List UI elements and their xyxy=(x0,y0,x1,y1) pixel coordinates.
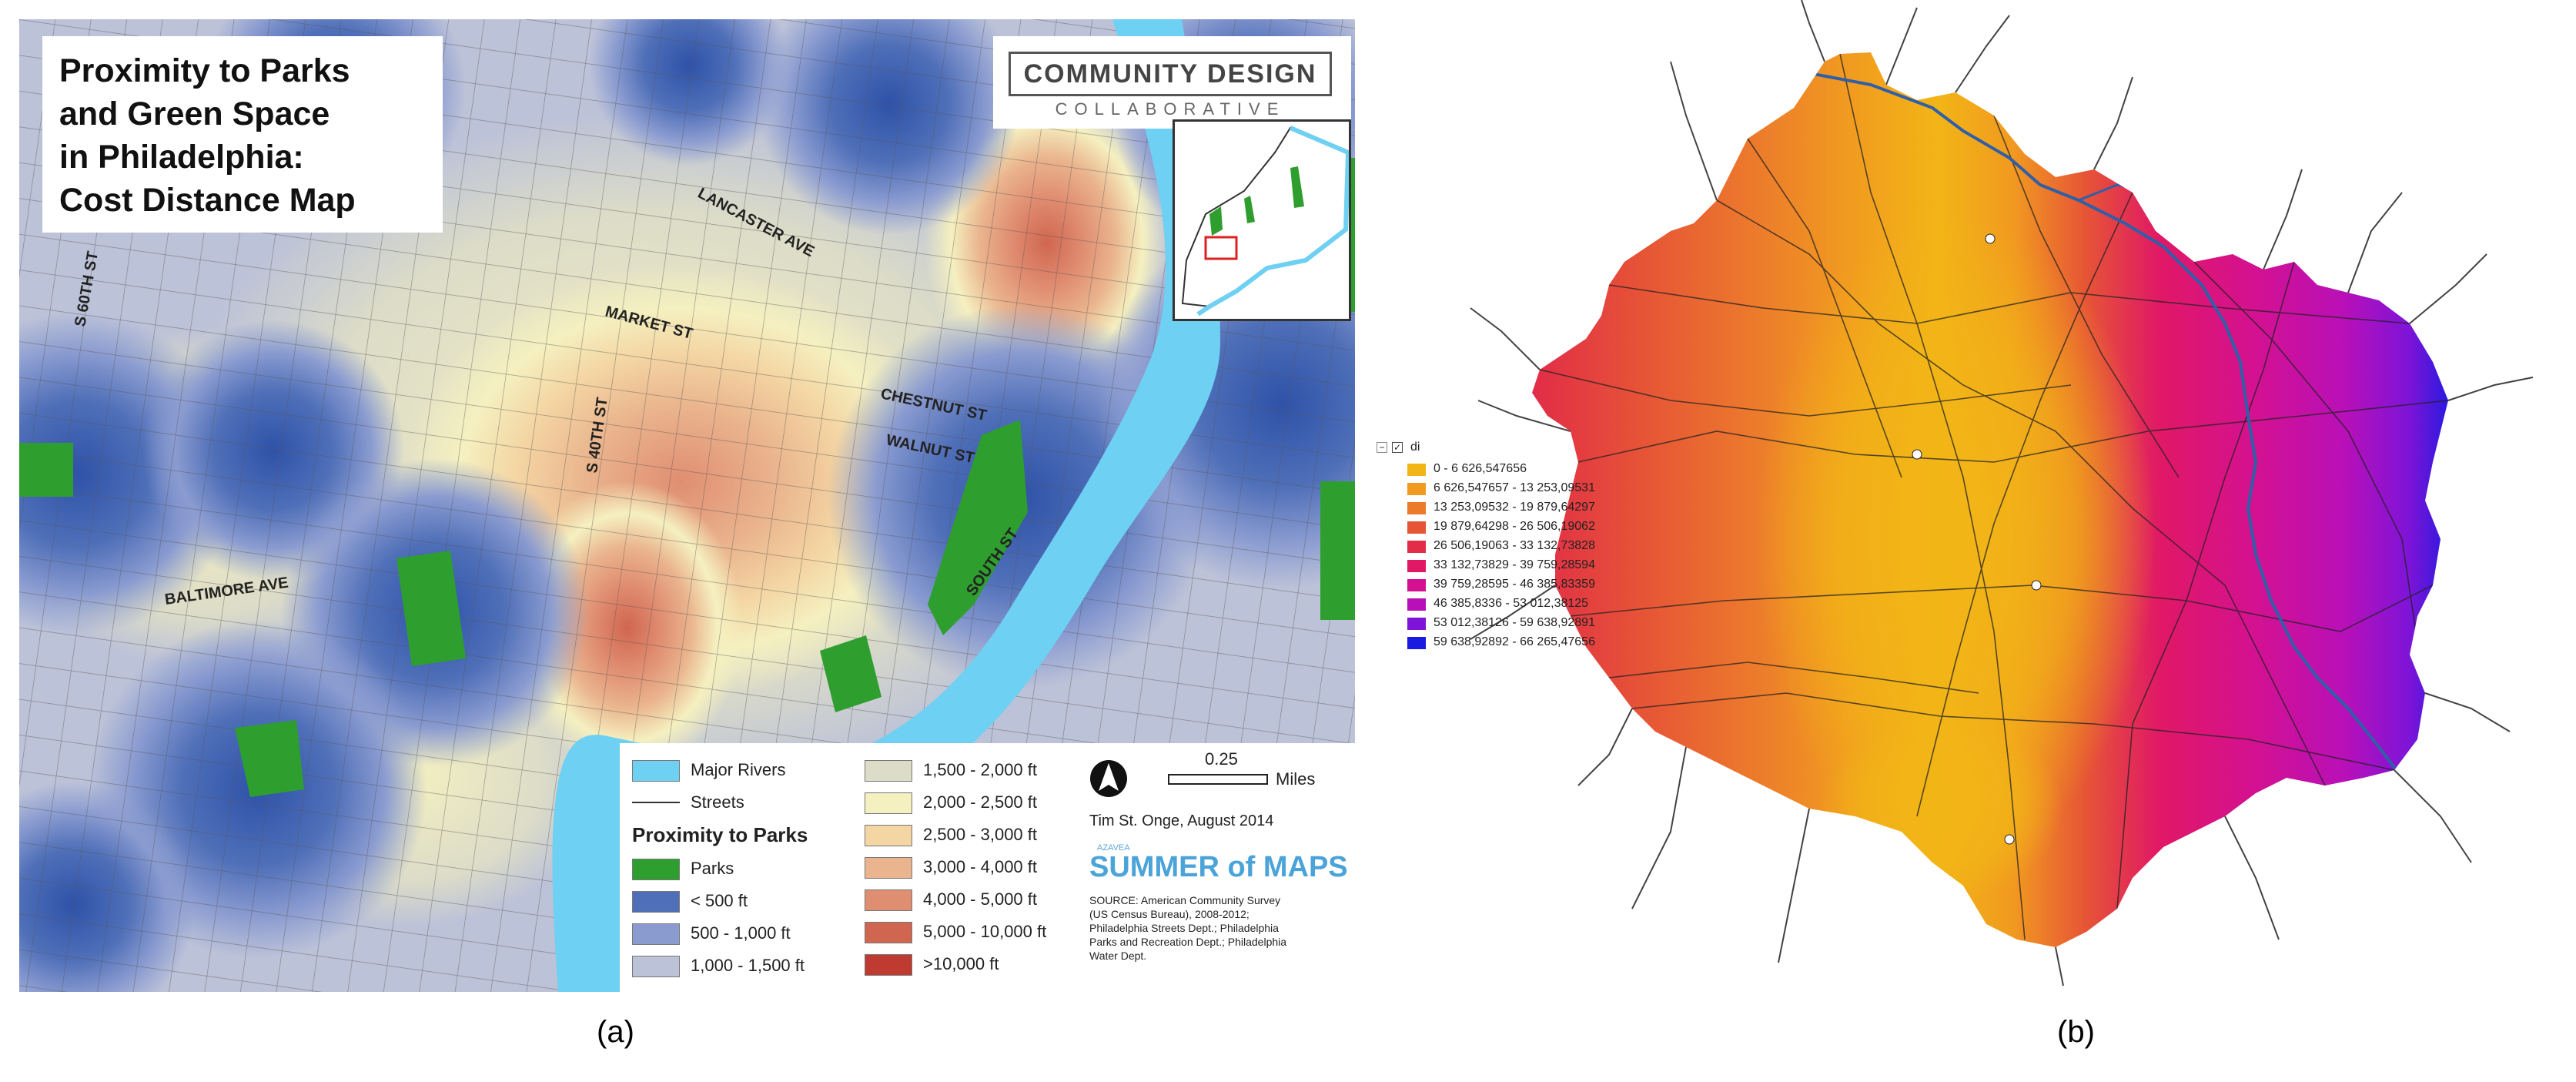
azavea-label: AZAVEA xyxy=(1097,843,1130,853)
legend-right-label-5: 5,000 - 10,000 ft xyxy=(923,922,1047,941)
legend-right-label-3: 3,000 - 4,000 ft xyxy=(923,857,1037,876)
legend-b-label-1: 6 626,547657 - 13 253,09531 xyxy=(1434,481,1595,494)
inset-locator-svg xyxy=(1181,126,1349,317)
legend-b-swatch-1 xyxy=(1407,483,1426,495)
map-b-canvas xyxy=(1470,0,2534,987)
collapse-icon[interactable]: − xyxy=(1377,442,1387,453)
legend-b-label-3: 19 879,64298 - 26 506,19062 xyxy=(1434,520,1595,533)
legend-left-swatch-2 xyxy=(632,923,680,945)
map-title-box: Proximity to Parks and Green Space in Ph… xyxy=(42,36,443,233)
legend-b-label-8: 53 012,38126 - 59 638,92891 xyxy=(1434,616,1595,629)
legend-right-swatch-2 xyxy=(865,825,912,846)
legend-right-swatch-3 xyxy=(865,857,912,879)
cost-distance-map-a: LANCASTER AVE S 60TH ST MARKET ST CHESTN… xyxy=(19,19,1355,992)
scale-bar xyxy=(1168,774,1268,785)
legend-left-label-1: < 500 ft xyxy=(691,891,748,910)
community-design-logo: COMMUNITY DESIGN COLLABORATIVE xyxy=(993,36,1351,129)
legend-b-swatch-9 xyxy=(1407,637,1426,649)
legend-left-swatch-1 xyxy=(632,891,680,913)
legend-right-label-2: 2,500 - 3,000 ft xyxy=(923,825,1037,844)
summer-of-maps-logo: SUMMER of MAPS xyxy=(1089,851,1348,883)
caption-b: (b) xyxy=(2057,1015,2095,1049)
legend-b-label-4: 26 506,19063 - 33 132,73828 xyxy=(1434,539,1595,552)
legend-b-swatch-3 xyxy=(1407,521,1426,534)
source-line-1: (US Census Bureau), 2008-2012; xyxy=(1089,908,1250,920)
scale-unit: Miles xyxy=(1276,769,1316,789)
legend-left-swatch-3 xyxy=(632,956,680,977)
legend-b-label-0: 0 - 6 626,547656 xyxy=(1434,462,1527,475)
legend-b-swatch-4 xyxy=(1407,541,1426,553)
source-line-3: Parks and Recreation Dept.; Philadelphia xyxy=(1089,936,1287,948)
legend-b-swatch-6 xyxy=(1407,579,1426,591)
legend-right-swatch-1 xyxy=(865,792,912,814)
legend-left-label-2: 500 - 1,000 ft xyxy=(691,923,791,943)
inset-locator-map xyxy=(1173,119,1351,321)
legend-street-swatch xyxy=(632,802,680,803)
inset-extent-box xyxy=(1204,236,1238,260)
legend-b-swatch-2 xyxy=(1407,502,1426,514)
legend-b-swatch-0 xyxy=(1407,464,1426,476)
legend-left-label-3: 1,000 - 1,500 ft xyxy=(691,956,805,975)
legend-b-label-2: 13 253,09532 - 19 879,64297 xyxy=(1434,501,1595,514)
legend-street-label: Streets xyxy=(691,792,744,812)
layer-name: di xyxy=(1410,441,1420,454)
cost-distance-map-b xyxy=(1378,0,2576,1001)
legend-right-swatch-4 xyxy=(865,889,912,911)
checkbox-icon[interactable]: ✓ xyxy=(1392,442,1403,453)
legend-b-label-6: 39 759,28595 - 46 385,83359 xyxy=(1434,578,1595,591)
legend-right-label-1: 2,000 - 2,500 ft xyxy=(923,792,1037,812)
legend-b-swatch-7 xyxy=(1407,598,1426,611)
map-title-line-1: Proximity to Parks xyxy=(59,52,350,89)
map-title-line-2: and Green Space xyxy=(59,95,330,132)
legend-river-swatch xyxy=(632,760,680,782)
caption-a: (a) xyxy=(597,1015,634,1049)
map-title-line-3: in Philadelphia: xyxy=(59,139,304,176)
legend-right-label-4: 4,000 - 5,000 ft xyxy=(923,889,1037,909)
legend-b-label-9: 59 638,92892 - 66 265,47656 xyxy=(1434,635,1595,648)
legend-heading: Proximity to Parks xyxy=(632,823,808,846)
source-line-2: Philadelphia Streets Dept.; Philadelphia xyxy=(1089,922,1279,934)
legend-left-swatch-0 xyxy=(632,859,680,880)
source-line-4: Water Dept. xyxy=(1089,950,1147,962)
legend-b-swatch-5 xyxy=(1407,560,1426,572)
legend-right-label-0: 1,500 - 2,000 ft xyxy=(923,760,1037,779)
legend-right-label-6: >10,000 ft xyxy=(923,954,999,973)
legend-a: Major Rivers Streets Proximity to Parks … xyxy=(620,743,1355,992)
logo-name: COMMUNITY DESIGN xyxy=(1009,52,1332,96)
legend-b-swatch-8 xyxy=(1407,618,1426,630)
author-credit: Tim St. Onge, August 2014 xyxy=(1089,812,1274,829)
legend-left-label-0: Parks xyxy=(691,859,734,878)
legend-river-label: Major Rivers xyxy=(691,760,786,779)
scale-value: 0.25 xyxy=(1205,749,1238,769)
map-title-line-4: Cost Distance Map xyxy=(59,182,356,219)
legend-b-label-7: 46 385,8336 - 53 012,38125 xyxy=(1434,597,1589,610)
legend-right-swatch-5 xyxy=(865,922,912,943)
legend-b-label-5: 33 132,73829 - 39 759,28594 xyxy=(1434,558,1595,571)
logo-sub: COLLABORATIVE xyxy=(1055,99,1286,119)
map-a-canvas: LANCASTER AVE S 60TH ST MARKET ST CHESTN… xyxy=(19,19,1355,992)
source-line-0: SOURCE: American Community Survey xyxy=(1089,894,1281,906)
north-arrow-icon xyxy=(1090,760,1127,797)
legend-right-swatch-6 xyxy=(865,954,912,976)
park-shape xyxy=(928,420,1028,635)
legend-right-swatch-0 xyxy=(865,760,912,782)
